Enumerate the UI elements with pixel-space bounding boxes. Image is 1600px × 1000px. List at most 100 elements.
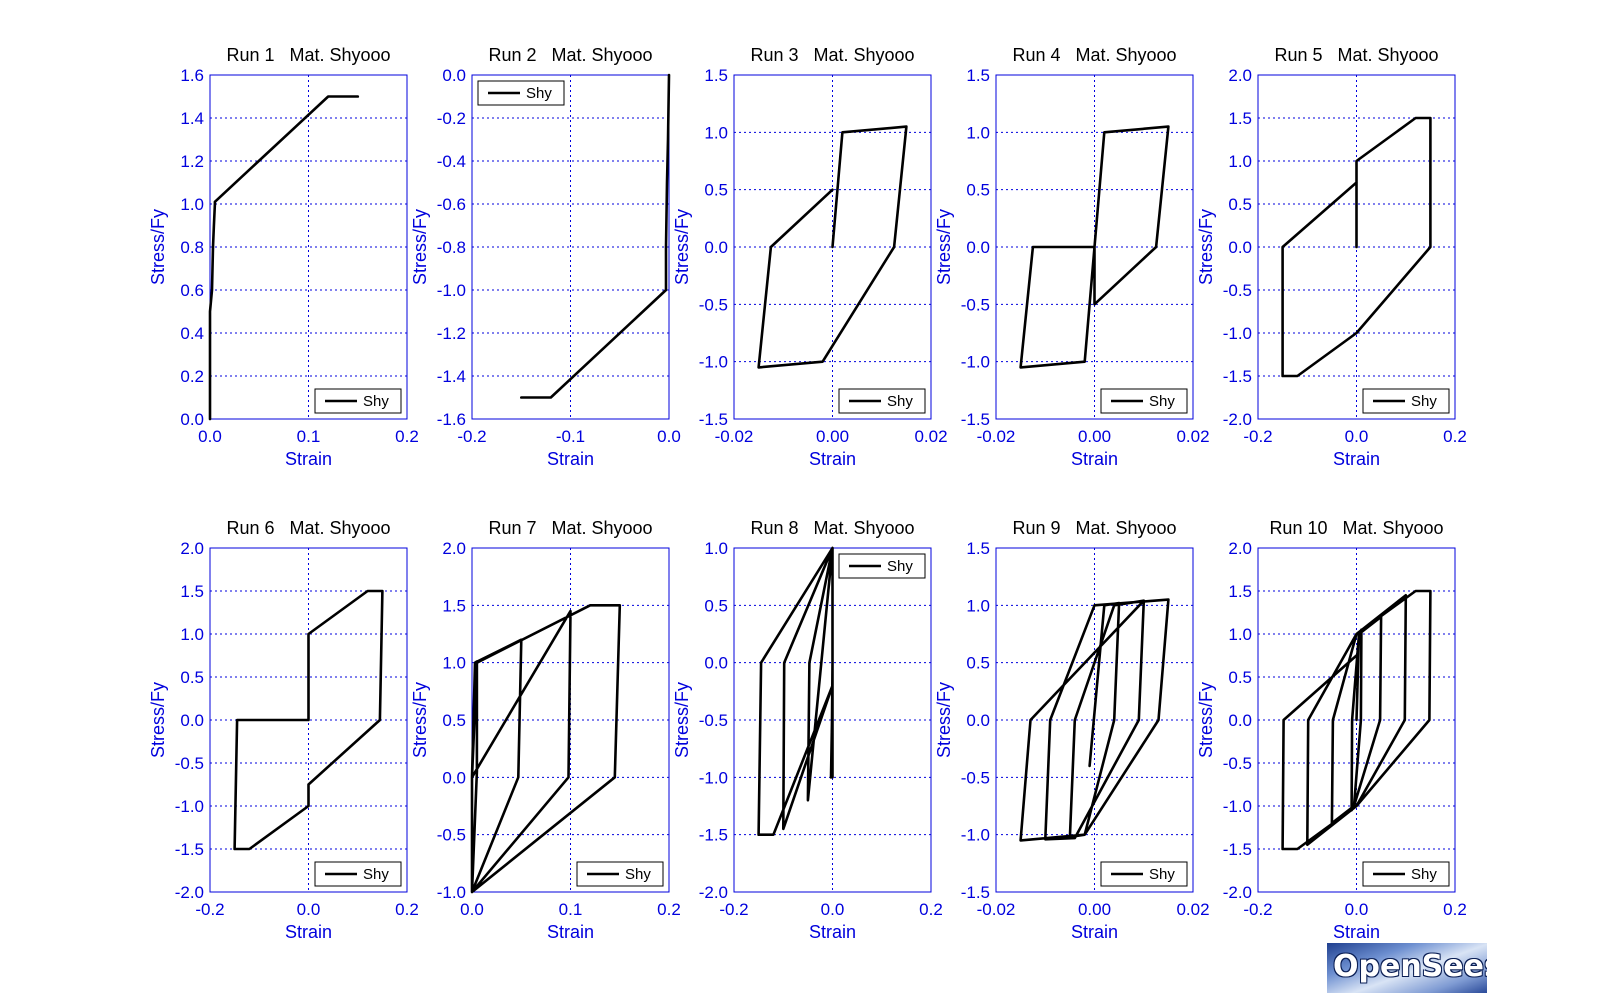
x-axis-label: Strain	[547, 449, 594, 469]
y-axis-label: Stress/Fy	[410, 209, 430, 285]
y-tick-label: 0.0	[966, 711, 990, 730]
x-tick-label: -0.02	[977, 427, 1016, 446]
y-axis-label: Stress/Fy	[148, 209, 168, 285]
legend-label: Shy	[363, 393, 389, 410]
x-tick-label: -0.1	[556, 427, 585, 446]
y-tick-label: -1.0	[437, 281, 466, 300]
x-tick-label: 0.2	[395, 427, 419, 446]
chart-run-2: -1.6 -1.4 -1.2 -1.0 -0.8 -0.6 -0.4 -0.2 0.0 -0.2 -…	[410, 45, 681, 469]
y-tick-label: 0.5	[180, 668, 204, 687]
y-tick-label: 1.5	[1228, 582, 1252, 601]
plot-frame	[471, 547, 670, 893]
y-tick-label: 0.5	[1228, 668, 1252, 687]
legend: Shy	[838, 388, 926, 414]
y-tick-label: -1.5	[175, 840, 204, 859]
chart-title: Run 4 Mat. Shyooo	[1012, 45, 1176, 65]
series-line-shy	[208, 95, 360, 421]
y-tick-label: -0.5	[699, 295, 728, 314]
x-axis-label: Strain	[1333, 449, 1380, 469]
y-tick-label: -1.6	[437, 410, 466, 429]
y-tick-label: 1.0	[180, 195, 204, 214]
y-tick-label: 1.0	[704, 123, 728, 142]
y-tick-label: 0.0	[704, 654, 728, 673]
y-axis-label: Stress/Fy	[672, 209, 692, 285]
legend: Shy	[477, 80, 565, 106]
legend-label: Shy	[1411, 866, 1437, 883]
chart-run-9: -1.5 -1.0 -0.5 0.0 0.5 1.0 1.5 -0.02 0.00 0.02 Run…	[934, 518, 1210, 942]
y-tick-label: 0.0	[180, 711, 204, 730]
x-tick-label: 0.0	[657, 427, 681, 446]
x-tick-label: 0.0	[198, 427, 222, 446]
chart-title: Run 7 Mat. Shyooo	[488, 518, 652, 538]
y-tick-label: 1.2	[180, 152, 204, 171]
y-tick-label: 0.5	[966, 654, 990, 673]
x-tick-label: 0.00	[816, 427, 849, 446]
legend: Shy	[314, 861, 402, 887]
y-tick-label: 1.5	[1228, 109, 1252, 128]
y-axis-label: Stress/Fy	[410, 682, 430, 758]
y-tick-label: 0.5	[704, 181, 728, 200]
chart-title: Run 5 Mat. Shyooo	[1274, 45, 1438, 65]
legend-label: Shy	[1411, 393, 1437, 410]
x-tick-label: -0.2	[195, 900, 224, 919]
y-tick-label: 1.0	[1228, 152, 1252, 171]
series-line-shy	[1019, 125, 1170, 369]
chart-title: Run 3 Mat. Shyooo	[750, 45, 914, 65]
y-tick-label: 2.0	[1228, 539, 1252, 558]
chart-run-5: -2.0 -1.5 -1.0 -0.5 0.0 0.5 1.0 1.5 2.0 -0.2 0.0 0.…	[1196, 45, 1467, 469]
legend: Shy	[1100, 388, 1188, 414]
legend-label: Shy	[625, 866, 651, 883]
y-tick-label: 0.0	[704, 238, 728, 257]
series-line-shy	[757, 546, 834, 837]
x-tick-label: 0.0	[1345, 900, 1369, 919]
x-tick-label: -0.2	[719, 900, 748, 919]
y-axis-label: Stress/Fy	[148, 682, 168, 758]
y-tick-label: 0.4	[180, 324, 204, 343]
y-tick-label: 0.5	[966, 181, 990, 200]
legend-label: Shy	[887, 393, 913, 410]
y-tick-label: 0.0	[1228, 711, 1252, 730]
x-tick-label: 0.02	[914, 427, 947, 446]
x-tick-label: 0.2	[395, 900, 419, 919]
chart-run-8: -2.0 -1.5 -1.0 -0.5 0.0 0.5 1.0 -0.2 0.0 0.2 Run 8…	[672, 518, 943, 942]
x-tick-label: -0.2	[1243, 900, 1272, 919]
y-tick-label: -1.4	[437, 367, 466, 386]
legend: Shy	[314, 388, 402, 414]
y-tick-label: -1.5	[1223, 367, 1252, 386]
y-tick-label: 0.6	[180, 281, 204, 300]
y-tick-label: -1.5	[699, 410, 728, 429]
chart-title: Run 9 Mat. Shyooo	[1012, 518, 1176, 538]
y-tick-label: 1.6	[180, 66, 204, 85]
x-tick-label: -0.2	[1243, 427, 1272, 446]
y-tick-label: 0.0	[442, 768, 466, 787]
legend: Shy	[838, 553, 926, 579]
x-tick-label: 0.2	[919, 900, 943, 919]
y-axis-label: Stress/Fy	[1196, 682, 1216, 758]
x-tick-label: -0.2	[457, 427, 486, 446]
y-axis-label: Stress/Fy	[934, 209, 954, 285]
y-tick-label: 2.0	[180, 539, 204, 558]
y-tick-label: -1.0	[961, 826, 990, 845]
chart-run-10: -2.0 -1.5 -1.0 -0.5 0.0 0.5 1.0 1.5 2.0 -0.2 0.0 0.…	[1196, 518, 1467, 942]
y-tick-label: -0.5	[961, 295, 990, 314]
x-axis-label: Strain	[1071, 449, 1118, 469]
x-axis-label: Strain	[809, 449, 856, 469]
chart-title: Run 8 Mat. Shyooo	[750, 518, 914, 538]
y-tick-label: -0.5	[961, 768, 990, 787]
y-tick-label: -0.8	[437, 238, 466, 257]
y-tick-label: 1.0	[180, 625, 204, 644]
x-tick-label: 0.00	[1078, 900, 1111, 919]
y-tick-label: 2.0	[442, 539, 466, 558]
y-tick-label: 1.5	[442, 596, 466, 615]
x-tick-label: 0.1	[297, 427, 321, 446]
x-axis-label: Strain	[1333, 922, 1380, 942]
plot-frame	[1257, 547, 1456, 893]
x-tick-label: 0.0	[821, 900, 845, 919]
y-tick-label: -2.0	[699, 883, 728, 902]
y-tick-label: 0.2	[180, 367, 204, 386]
series-line-shy	[233, 589, 384, 851]
plot-frame	[471, 74, 670, 420]
series-line-shy	[757, 125, 908, 369]
plot-frame	[995, 547, 1194, 893]
legend: Shy	[1362, 388, 1450, 414]
